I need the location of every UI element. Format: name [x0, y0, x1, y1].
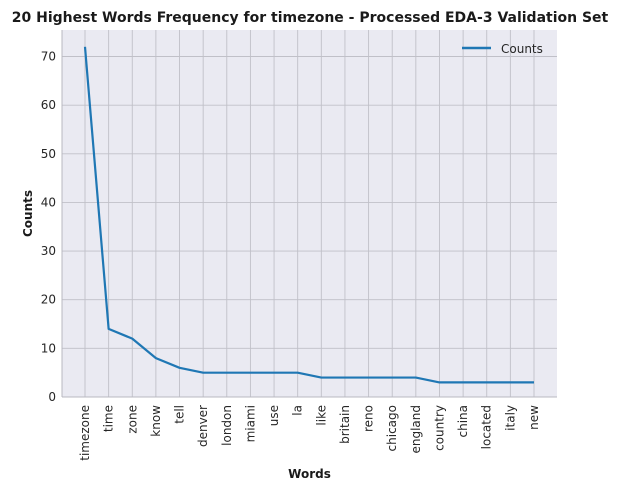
axes: [61, 30, 557, 398]
x-tick-label-england: england: [409, 405, 423, 454]
y-tick-label: 60: [41, 98, 56, 112]
x-tick-label-time: time: [102, 405, 116, 432]
x-tick-label-like: like: [314, 405, 328, 426]
x-tick-label-london: london: [220, 405, 234, 446]
x-tick-label-miami: miami: [243, 405, 257, 442]
y-tick-label: 10: [41, 341, 56, 355]
x-tick-label-located: located: [480, 405, 494, 449]
x-axis-label: Words: [288, 467, 331, 481]
x-tick-label-britain: britain: [338, 405, 352, 444]
x-tick-label-tell: tell: [173, 405, 187, 424]
x-tick-label-new: new: [527, 405, 541, 430]
x-tick-label-china: china: [456, 405, 470, 438]
x-tick-label-timezone: timezone: [78, 405, 92, 461]
chart-title: 20 Highest Words Frequency for timezone …: [12, 10, 609, 26]
legend: Counts: [462, 42, 543, 56]
series-layer: [83, 46, 534, 384]
x-tick-label-chicago: chicago: [385, 405, 399, 451]
y-tick-label: 50: [41, 147, 56, 161]
x-tick-label-know: know: [149, 405, 163, 437]
legend-label-counts: Counts: [501, 42, 543, 56]
y-tick-label: 0: [48, 390, 56, 404]
x-tick-label-la: la: [291, 405, 305, 416]
series-line-counts: [83, 46, 534, 384]
x-tick-label-reno: reno: [362, 405, 376, 432]
x-tick-label-italy: italy: [503, 405, 517, 431]
x-tick-label-use: use: [267, 405, 281, 426]
y-tick-label: 30: [41, 244, 56, 258]
x-tick-label-denver: denver: [196, 405, 210, 447]
y-tick-label: 20: [41, 293, 56, 307]
plot-area: [62, 30, 557, 397]
x-tick-label-country: country: [432, 405, 446, 451]
x-tick-label-zone: zone: [125, 405, 139, 434]
grid: [62, 30, 557, 398]
y-tick-label: 40: [41, 195, 56, 209]
y-axis-label: Counts: [21, 190, 35, 237]
y-tick-label: 70: [41, 50, 56, 64]
